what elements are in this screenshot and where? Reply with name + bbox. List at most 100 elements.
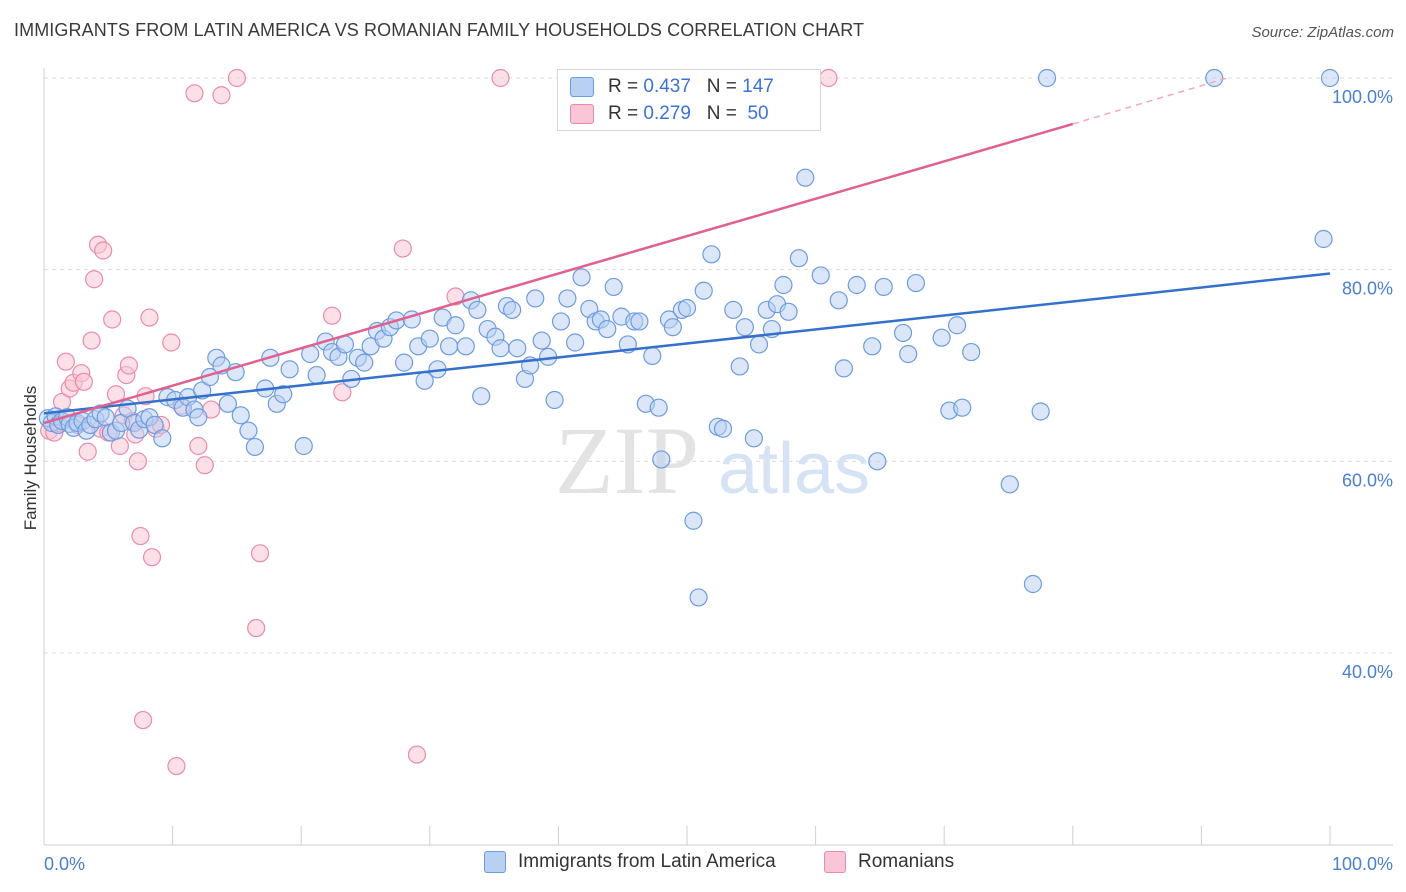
latin-america-point <box>280 360 299 379</box>
latin-america-point <box>189 408 208 427</box>
romanians-point <box>189 436 208 456</box>
latin-america-point <box>874 277 893 297</box>
latin-america-point <box>774 275 793 295</box>
romanians-point <box>407 745 427 764</box>
latin-america-point <box>749 335 769 354</box>
latin-america-point <box>684 511 703 530</box>
n-label: N = <box>706 76 737 97</box>
r-label: R = <box>608 103 639 124</box>
legend-swatch-blue <box>484 851 506 873</box>
romanians-point <box>142 548 162 567</box>
latin-america-point <box>145 415 164 435</box>
legend-label-latin-america: Immigrants from Latin America <box>518 851 776 872</box>
romanians-point <box>212 86 231 105</box>
latin-america-point <box>689 588 708 607</box>
romanians-point <box>56 352 75 371</box>
latin-america-point <box>1031 402 1050 421</box>
romanians-point <box>250 544 270 563</box>
latin-america-point <box>713 419 733 438</box>
latin-america-point <box>218 394 237 413</box>
latin-america-point <box>906 273 926 293</box>
latin-america-point <box>551 312 571 331</box>
latin-america-point <box>953 398 972 417</box>
latin-america-point <box>446 316 465 335</box>
romanians-point <box>333 383 352 402</box>
latin-america-point <box>694 281 713 300</box>
latin-america-point <box>724 300 743 320</box>
latin-america-point <box>532 331 551 350</box>
latin-america-point <box>558 289 577 308</box>
latin-america-point <box>702 245 721 264</box>
latin-america-point <box>468 300 487 320</box>
latin-america-point <box>294 436 313 456</box>
x-tick-label-min: 0.0% <box>44 854 85 874</box>
latin-america-point <box>649 398 668 417</box>
latin-america-point <box>456 337 475 356</box>
romanians-point <box>119 356 138 375</box>
r-value: 0.437 <box>643 76 691 97</box>
latin-america-point <box>355 353 374 372</box>
x-tick-label-max: 100.0% <box>1332 854 1393 874</box>
swatch-blue <box>570 77 594 97</box>
y-tick-label: 100.0% <box>1332 87 1393 107</box>
romanians-point <box>128 452 147 471</box>
legend-label-romanians: Romanians <box>858 851 955 872</box>
romanians-point <box>82 331 101 350</box>
latin-america-point <box>572 268 591 287</box>
romanians-point <box>74 372 93 391</box>
r-value: 0.279 <box>643 103 691 124</box>
r-label: R = <box>608 76 639 97</box>
latin-america-point <box>508 339 527 358</box>
latin-america-point <box>231 406 250 425</box>
romanians-point <box>162 333 181 352</box>
latin-america-point <box>789 249 808 268</box>
latin-america-point <box>779 302 798 321</box>
latin-america-point <box>863 337 882 356</box>
stats-row-latin-america: R = 0.437 N = 147 <box>570 74 774 100</box>
stats-legend: R = 0.437 N = 147 R = 0.279 N = 50 <box>557 69 821 131</box>
romanians-point <box>131 526 150 546</box>
latin-america-point <box>274 385 293 404</box>
swatch-pink <box>570 104 594 124</box>
romanians-trend-extension <box>1072 77 1228 125</box>
romanians-point <box>491 68 510 88</box>
romanians-trend-line <box>43 122 1074 425</box>
latin-america-point <box>735 318 754 337</box>
latin-america-point <box>663 318 682 337</box>
chart-title: IMMIGRANTS FROM LATIN AMERICA VS ROMANIA… <box>14 20 865 40</box>
y-tick-label: 80.0% <box>1342 279 1393 299</box>
latin-america-point <box>153 429 172 448</box>
latin-america-point <box>245 437 265 457</box>
romanians-point <box>393 239 412 258</box>
latin-america-point <box>1320 68 1340 88</box>
latin-america-point <box>829 291 848 310</box>
latin-america-point <box>868 452 887 471</box>
latin-america-point <box>677 298 697 318</box>
legend-swatch-pink <box>824 851 846 873</box>
romanians-point <box>227 68 246 88</box>
romanians-point <box>185 84 204 103</box>
latin-america-point <box>744 429 763 448</box>
latin-america-point <box>566 333 585 352</box>
latin-america-point <box>962 342 981 362</box>
latin-america-point <box>796 168 815 187</box>
latin-america-point <box>239 421 258 440</box>
n-label: N = <box>706 103 737 124</box>
latin-america-point <box>630 312 649 331</box>
latin-america-point <box>1023 574 1043 594</box>
romanians-point <box>195 456 214 475</box>
latin-america-point <box>545 390 564 410</box>
romanians-point <box>322 306 342 325</box>
latin-america-points <box>38 68 1340 607</box>
latin-america-point <box>834 359 853 378</box>
latin-america-point <box>526 289 545 308</box>
latin-america-point <box>893 323 913 343</box>
n-value: 147 <box>742 76 774 97</box>
latin-america-point <box>1000 475 1019 494</box>
romanians-point <box>140 308 159 327</box>
legend-item-latin-america: Immigrants from Latin America <box>484 851 776 873</box>
latin-america-point <box>847 275 866 295</box>
latin-america-point <box>472 387 491 406</box>
latin-america-point <box>1205 68 1224 88</box>
